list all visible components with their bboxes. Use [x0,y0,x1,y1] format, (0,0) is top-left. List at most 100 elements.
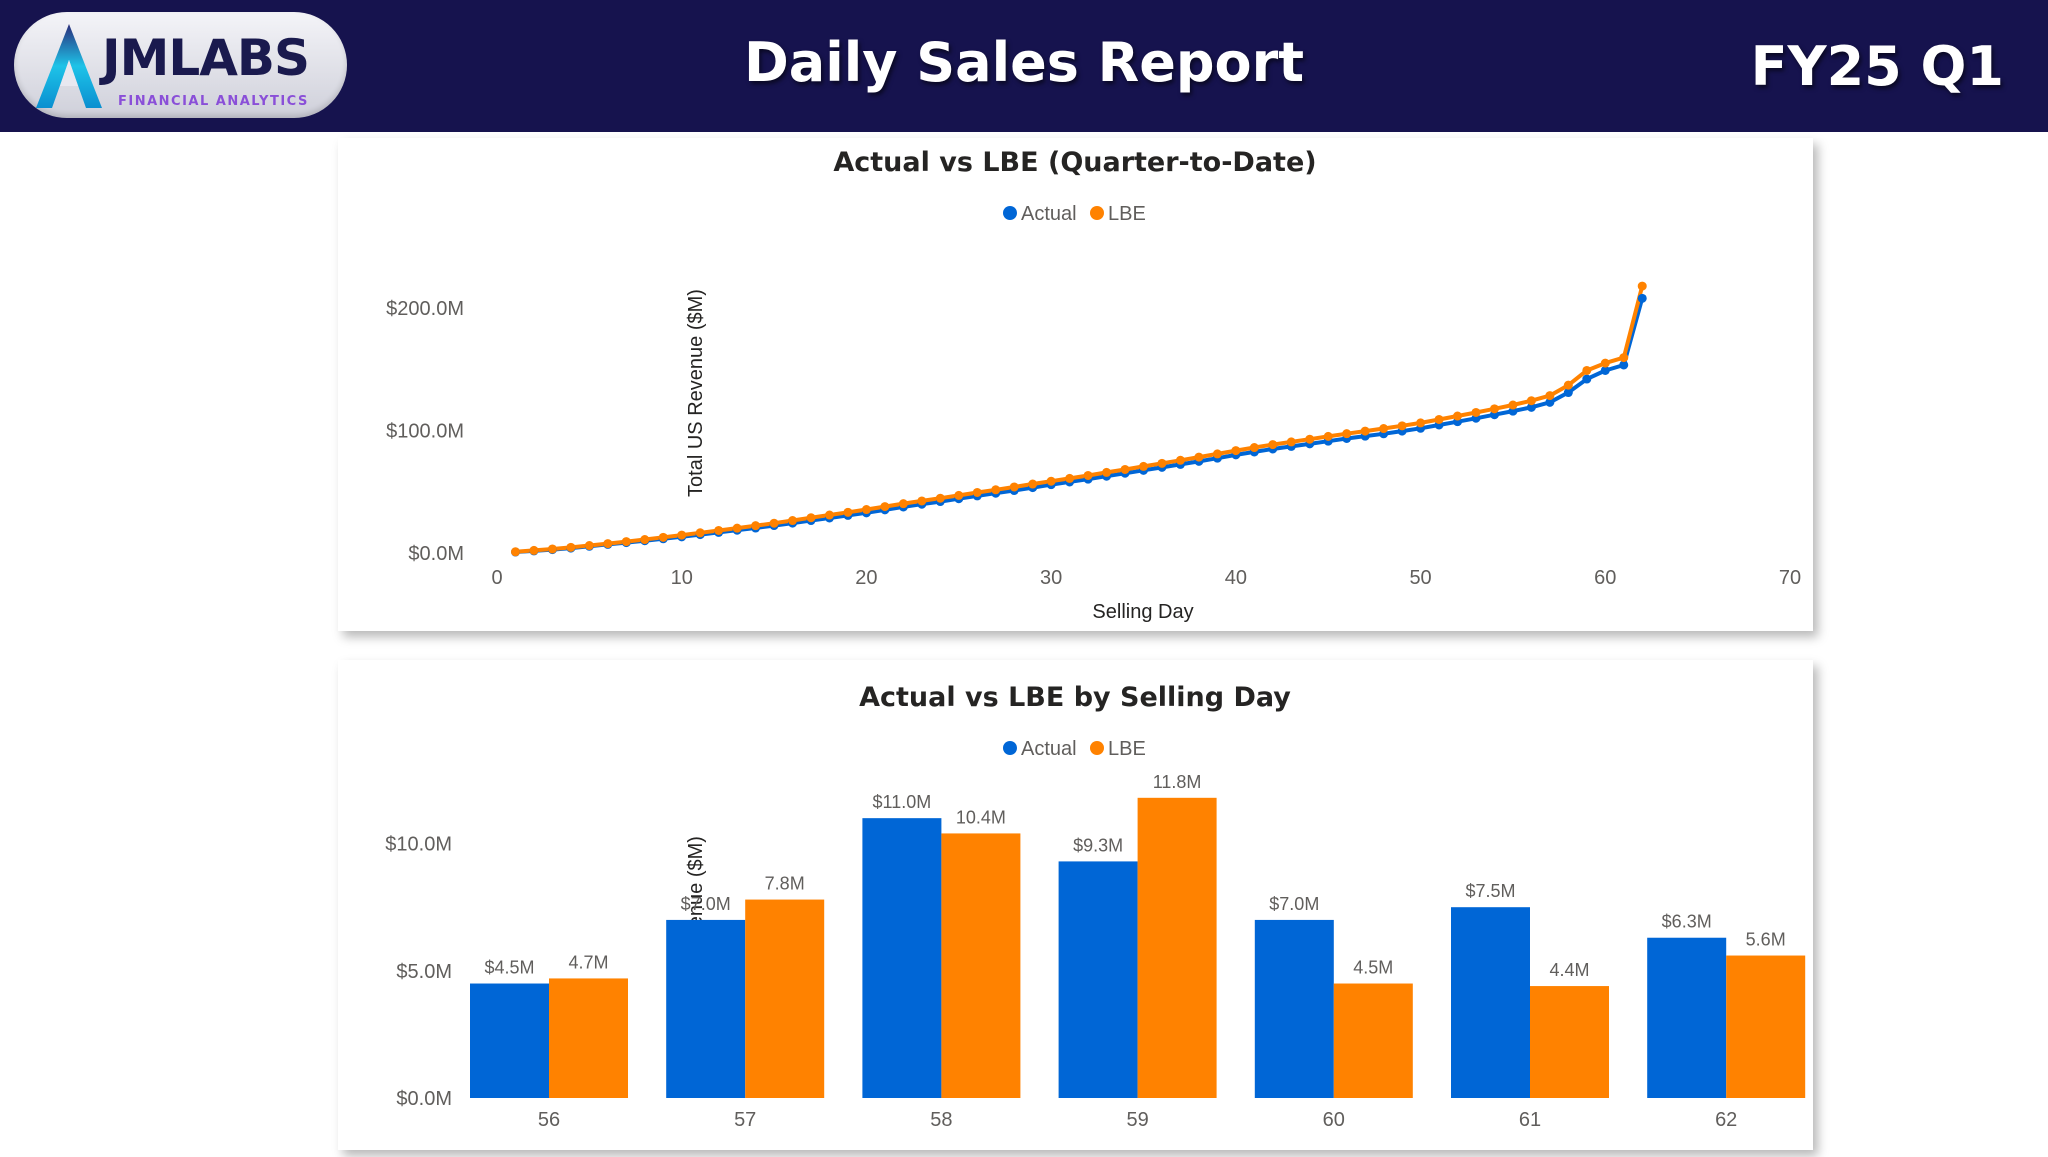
data-point-lbe[interactable] [1305,434,1315,444]
data-point-lbe[interactable] [1453,411,1463,421]
data-point-lbe[interactable] [843,507,853,517]
data-point-lbe[interactable] [1194,452,1204,462]
data-point-lbe[interactable] [1139,461,1148,471]
data-point-lbe[interactable] [972,487,982,497]
data-point-lbe[interactable] [806,513,816,523]
data-point-lbe[interactable] [529,545,539,555]
data-point-actual[interactable] [1600,365,1610,375]
data-point-lbe[interactable] [1360,426,1370,436]
bar-actual-day-58[interactable] [862,818,942,1098]
legend-marker-lbe [1090,206,1104,220]
data-point-lbe[interactable] [1508,400,1518,410]
data-point-lbe[interactable] [603,539,613,549]
data-point-lbe[interactable] [1009,482,1019,492]
data-point-actual[interactable] [1637,293,1647,303]
data-point-lbe[interactable] [1028,479,1038,489]
data-point-lbe[interactable] [861,505,871,515]
bar-lbe-day-61[interactable] [1530,986,1609,1098]
data-point-lbe[interactable] [1342,429,1352,439]
bar-lbe-day-56[interactable] [549,978,628,1098]
data-point-lbe[interactable] [547,544,557,554]
bar-actual-day-59[interactable] [1058,861,1138,1098]
logo-name: JMLABS [102,29,310,87]
data-point-lbe[interactable] [1046,476,1056,486]
data-point-lbe[interactable] [1175,455,1185,465]
data-point-lbe[interactable] [1286,437,1296,447]
data-point-lbe[interactable] [510,547,520,557]
bar-lbe-day-62[interactable] [1726,955,1806,1098]
data-point-lbe[interactable] [1231,446,1241,456]
data-point-lbe[interactable] [1471,407,1481,417]
data-point-lbe[interactable] [1489,404,1499,414]
data-point-lbe[interactable] [1434,414,1444,424]
bar-lbe-day-60[interactable] [1333,983,1413,1098]
data-point-lbe[interactable] [584,541,594,551]
data-point-lbe[interactable] [1083,470,1093,480]
data-label-lbe: 4.4M [1549,960,1589,980]
data-point-lbe[interactable] [732,523,742,533]
bar-actual-day-62[interactable] [1647,937,1727,1098]
chart-legend[interactable]: Actual LBE [1003,203,1146,225]
data-point-lbe[interactable] [1582,365,1592,375]
bar-actual-day-56[interactable] [470,983,549,1098]
data-point-lbe[interactable] [658,532,668,542]
chart-legend[interactable]: Actual LBE [1003,738,1146,760]
data-point-actual[interactable] [1619,360,1629,370]
bar-lbe-day-58[interactable] [941,833,1021,1098]
data-point-actual[interactable] [1582,374,1592,384]
bar-lbe-day-57[interactable] [745,899,825,1098]
data-point-lbe[interactable] [1563,380,1573,390]
data-point-lbe[interactable] [1212,449,1222,459]
data-point-lbe[interactable] [1249,443,1259,453]
x-tick-label: 60 [1323,1109,1345,1131]
data-point-lbe[interactable] [695,528,705,538]
x-axis-title: Selling Day [1092,601,1193,623]
data-label-actual: $7.5M [1465,881,1515,901]
data-point-lbe[interactable] [640,535,650,545]
data-point-lbe[interactable] [954,490,964,500]
data-point-lbe[interactable] [751,521,761,531]
data-point-lbe[interactable] [1619,353,1629,363]
data-point-lbe[interactable] [1323,431,1333,441]
data-point-lbe[interactable] [1600,358,1610,368]
data-label-lbe: 7.8M [765,874,805,894]
data-point-lbe[interactable] [1526,396,1536,406]
data-point-lbe[interactable] [1397,421,1407,431]
data-point-lbe[interactable] [1545,391,1555,401]
x-axis-ticks: 0 10 20 30 40 50 60 70 [491,567,1801,589]
bar-actual-day-57[interactable] [666,919,746,1098]
data-point-lbe[interactable] [788,516,798,526]
data-point-lbe[interactable] [769,518,779,528]
data-point-lbe[interactable] [1416,418,1426,428]
y-axis-title: Total US Revenue ($M) [685,289,707,497]
data-point-lbe[interactable] [898,499,908,509]
data-point-actual[interactable] [1526,402,1536,412]
data-point-lbe[interactable] [714,525,724,535]
data-point-lbe[interactable] [1102,467,1112,477]
data-point-actual[interactable] [1545,397,1555,407]
qtd-line-chart-panel[interactable]: Actual vs LBE (Quarter-to-Date) Actual L… [338,138,1813,631]
data-point-lbe[interactable] [917,496,927,506]
data-point-lbe[interactable] [1120,464,1130,474]
data-point-lbe[interactable] [1065,473,1075,483]
data-point-lbe[interactable] [566,542,576,552]
bar-actual-day-60[interactable] [1254,919,1334,1098]
x-axis-ticks: 56 57 58 59 60 61 62 [538,1109,1737,1131]
data-point-lbe[interactable] [1637,281,1647,291]
data-point-lbe[interactable] [991,485,1001,495]
data-point-lbe[interactable] [880,502,890,512]
legend-marker-actual [1003,206,1017,220]
data-point-lbe[interactable] [1268,440,1278,450]
data-label-lbe: 10.4M [956,807,1006,827]
data-point-lbe[interactable] [1157,458,1167,468]
data-point-lbe[interactable] [677,530,687,540]
legend-label-actual: Actual [1021,738,1077,760]
data-point-lbe[interactable] [621,537,631,547]
bar-lbe-day-59[interactable] [1137,797,1217,1098]
data-point-lbe[interactable] [935,493,945,503]
bar-actual-day-61[interactable] [1451,907,1530,1098]
daily-bar-chart-panel[interactable]: Actual vs LBE by Selling Day Actual LBE … [338,660,1813,1150]
data-point-lbe[interactable] [824,510,834,520]
data-point-actual[interactable] [1563,388,1573,398]
data-point-lbe[interactable] [1379,424,1389,434]
